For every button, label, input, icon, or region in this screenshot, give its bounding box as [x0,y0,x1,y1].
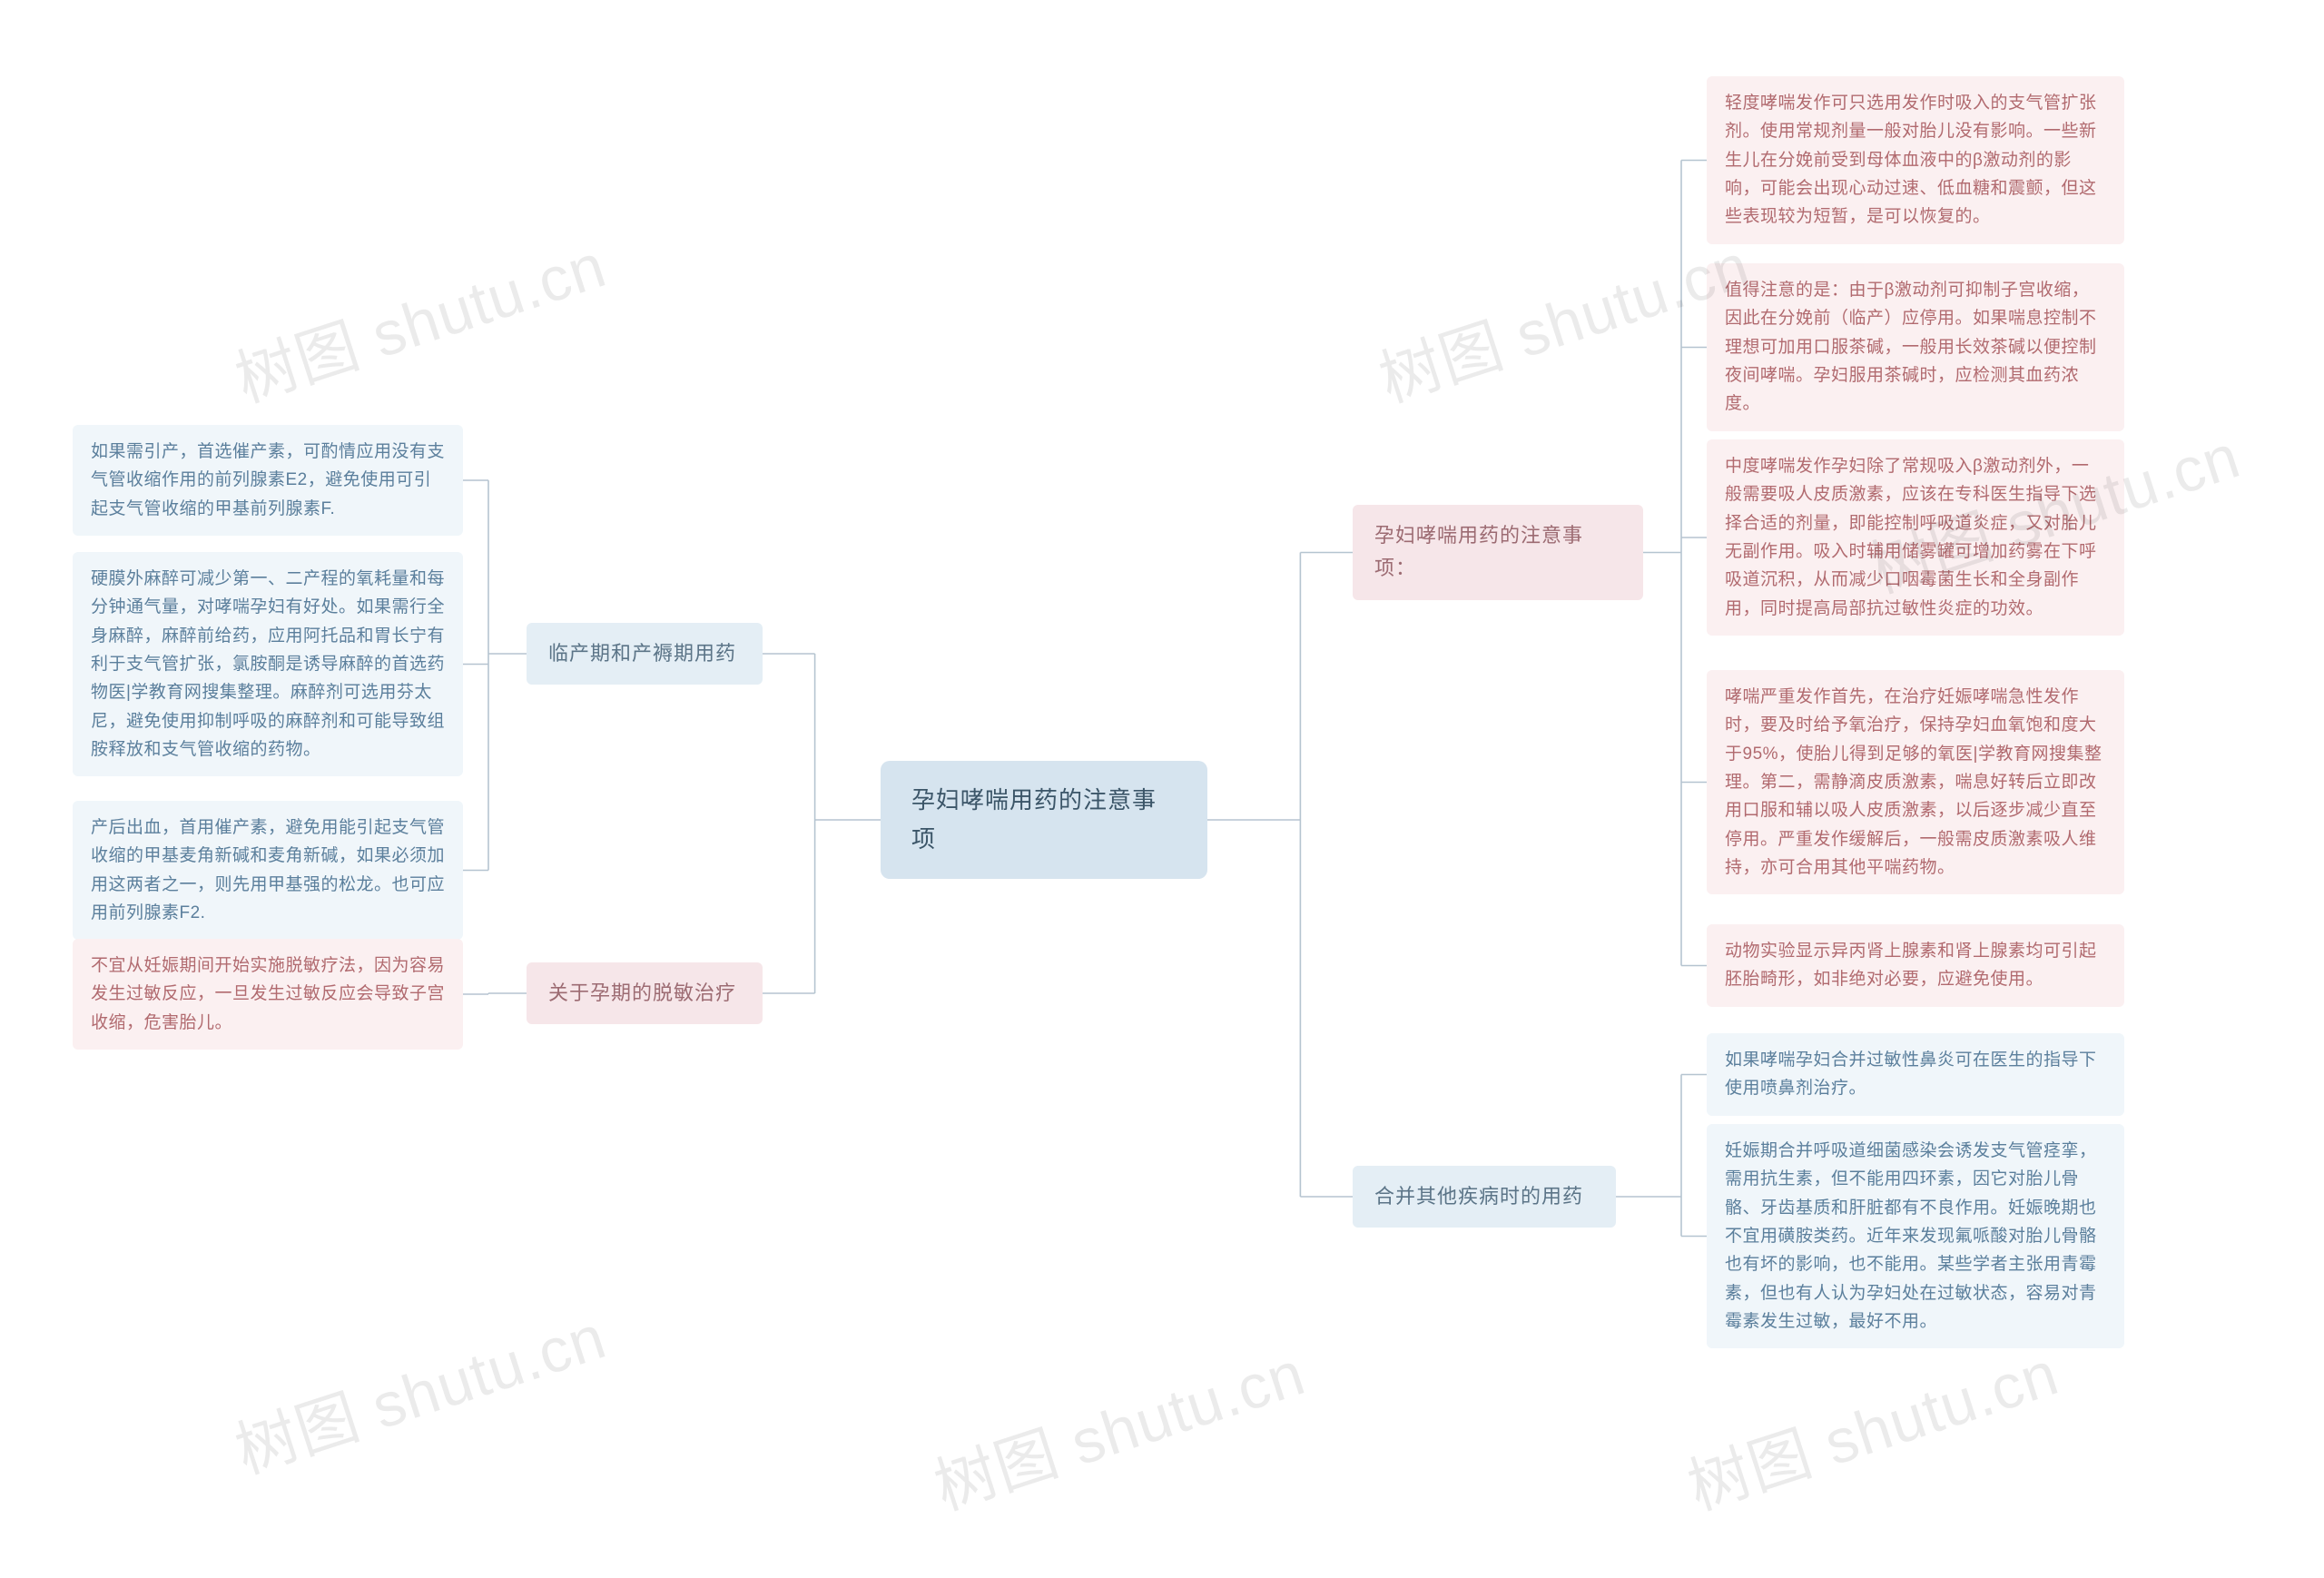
lb1: 临产期和产褥期用药 [527,623,763,685]
watermark: 树图 shutu.cn [921,1323,1315,1527]
rl4: 哮喘严重发作首先，在治疗妊娠哮喘急性发作时，要及时给予氧治疗，保持孕妇血氧饱和度… [1707,670,2124,894]
rl3: 中度哮喘发作孕妇除了常规吸入β激动剂外，一般需要吸人皮质激素，应该在专科医生指导… [1707,439,2124,636]
rb2: 合并其他疾病时的用药 [1353,1166,1616,1228]
rl1: 轻度哮喘发作可只选用发作时吸入的支气管扩张剂。使用常规剂量一般对胎儿没有影响。一… [1707,76,2124,244]
rl2: 值得注意的是：由于β激动剂可抑制子宫收缩，因此在分娩前（临产）应停用。如果喘息控… [1707,263,2124,431]
watermark: 树图 shutu.cn [222,215,615,419]
ll2: 硬膜外麻醉可减少第一、二产程的氧耗量和每分钟通气量，对哮喘孕妇有好处。如果需行全… [73,552,463,776]
ll3: 产后出血，首用催产素，避免用能引起支气管收缩的甲基麦角新碱和麦角新碱，如果必须加… [73,801,463,940]
ll1: 如果需引产，首选催产素，可酌情应用没有支气管收缩作用的前列腺素E2，避免使用可引… [73,425,463,536]
lb2: 关于孕期的脱敏治疗 [527,962,763,1024]
watermark: 树图 shutu.cn [1675,1323,2068,1527]
center: 孕妇哮喘用药的注意事项 [881,761,1207,879]
ll4: 不宜从妊娠期间开始实施脱敏疗法，因为容易发生过敏反应，一旦发生过敏反应会导致子宫… [73,939,463,1050]
rb1: 孕妇哮喘用药的注意事项： [1353,505,1643,600]
rl7: 妊娠期合并呼吸道细菌感染会诱发支气管痉挛，需用抗生素，但不能用四环素，因它对胎儿… [1707,1124,2124,1348]
rl6: 如果哮喘孕妇合并过敏性鼻炎可在医生的指导下使用喷鼻剂治疗。 [1707,1033,2124,1116]
watermark: 树图 shutu.cn [222,1287,615,1491]
watermark: 树图 shutu.cn [1366,215,1759,419]
rl5: 动物实验显示异丙肾上腺素和肾上腺素均可引起胚胎畸形，如非绝对必要，应避免使用。 [1707,924,2124,1007]
